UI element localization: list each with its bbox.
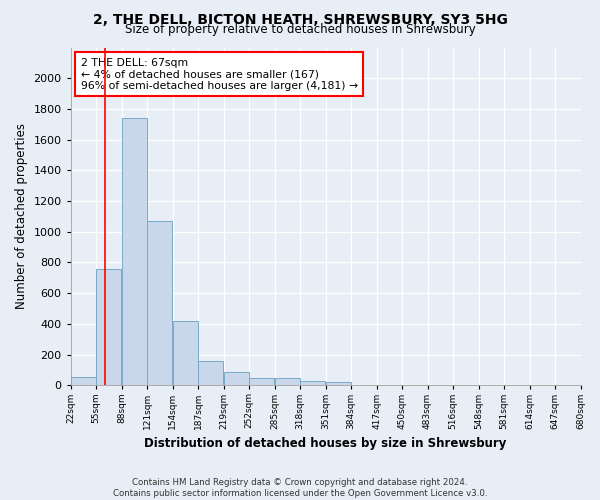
Bar: [224, 372, 249, 386]
Bar: [250, 378, 274, 386]
Bar: [326, 382, 351, 386]
Bar: [148, 221, 172, 386]
Bar: [97, 268, 121, 386]
Y-axis label: Number of detached properties: Number of detached properties: [15, 124, 28, 310]
Bar: [275, 378, 300, 386]
Text: 2, THE DELL, BICTON HEATH, SHREWSBURY, SY3 5HG: 2, THE DELL, BICTON HEATH, SHREWSBURY, S…: [92, 12, 508, 26]
Bar: [173, 321, 198, 386]
Text: Contains HM Land Registry data © Crown copyright and database right 2024.
Contai: Contains HM Land Registry data © Crown c…: [113, 478, 487, 498]
Bar: [122, 118, 147, 386]
Text: 2 THE DELL: 67sqm
← 4% of detached houses are smaller (167)
96% of semi-detached: 2 THE DELL: 67sqm ← 4% of detached house…: [81, 58, 358, 91]
Bar: [199, 361, 223, 386]
X-axis label: Distribution of detached houses by size in Shrewsbury: Distribution of detached houses by size …: [145, 437, 507, 450]
Bar: [71, 377, 96, 386]
Bar: [301, 380, 325, 386]
Text: Size of property relative to detached houses in Shrewsbury: Size of property relative to detached ho…: [125, 22, 475, 36]
